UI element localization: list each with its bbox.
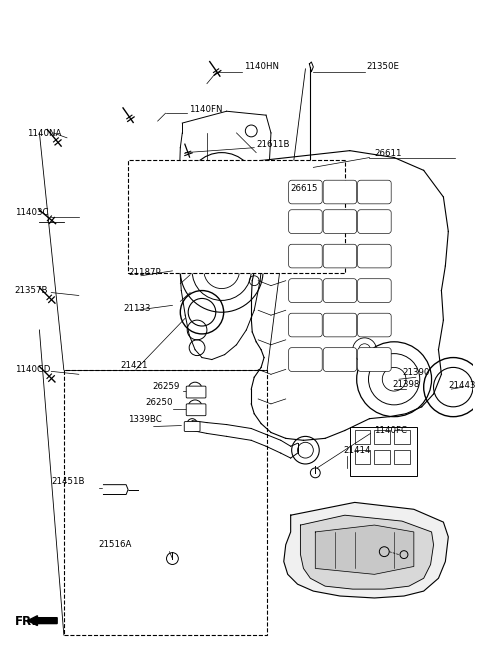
Text: 21187P: 21187P xyxy=(128,268,161,277)
FancyBboxPatch shape xyxy=(323,244,357,268)
Text: 21350E: 21350E xyxy=(367,62,399,72)
Polygon shape xyxy=(284,502,448,598)
Text: 11403C: 11403C xyxy=(15,208,48,217)
Text: 21512: 21512 xyxy=(350,550,377,559)
Text: 26611: 26611 xyxy=(374,149,402,158)
Text: 21510: 21510 xyxy=(340,533,367,541)
Text: 1140HN: 1140HN xyxy=(244,62,279,72)
Text: 26250: 26250 xyxy=(146,398,173,407)
Text: 21133: 21133 xyxy=(123,304,151,313)
Text: 21414: 21414 xyxy=(343,445,371,455)
Text: 26615: 26615 xyxy=(291,184,318,193)
FancyBboxPatch shape xyxy=(186,386,206,398)
Text: FR.: FR. xyxy=(15,615,37,628)
Bar xyxy=(355,450,371,464)
Text: 1140FC: 1140FC xyxy=(374,426,408,435)
FancyBboxPatch shape xyxy=(288,210,322,234)
FancyBboxPatch shape xyxy=(358,244,391,268)
FancyBboxPatch shape xyxy=(288,279,322,302)
FancyBboxPatch shape xyxy=(288,180,322,204)
Bar xyxy=(374,430,390,444)
Text: 1339BC: 1339BC xyxy=(128,415,162,424)
Bar xyxy=(355,430,371,444)
Polygon shape xyxy=(315,525,414,575)
FancyBboxPatch shape xyxy=(323,279,357,302)
Text: 21443: 21443 xyxy=(448,380,476,390)
Text: 21516A: 21516A xyxy=(98,541,132,549)
FancyBboxPatch shape xyxy=(323,348,357,371)
Text: 21611B: 21611B xyxy=(256,140,290,149)
Bar xyxy=(350,426,417,476)
FancyBboxPatch shape xyxy=(323,313,357,337)
FancyBboxPatch shape xyxy=(323,210,357,234)
Polygon shape xyxy=(300,515,433,589)
FancyBboxPatch shape xyxy=(184,422,200,432)
FancyBboxPatch shape xyxy=(358,279,391,302)
FancyBboxPatch shape xyxy=(288,313,322,337)
Text: 21357B: 21357B xyxy=(15,286,48,295)
Bar xyxy=(64,370,267,635)
FancyBboxPatch shape xyxy=(323,180,357,204)
FancyBboxPatch shape xyxy=(358,180,391,204)
Text: 21421: 21421 xyxy=(120,361,148,370)
FancyBboxPatch shape xyxy=(358,313,391,337)
Text: 1140NA: 1140NA xyxy=(26,129,61,138)
Text: 1140FN: 1140FN xyxy=(189,105,223,113)
Bar xyxy=(394,450,410,464)
Text: 21390: 21390 xyxy=(402,368,430,377)
Bar xyxy=(374,450,390,464)
FancyArrow shape xyxy=(27,616,57,626)
Bar xyxy=(394,430,410,444)
Text: 21513A: 21513A xyxy=(350,537,383,546)
FancyBboxPatch shape xyxy=(358,348,391,371)
Text: 1140GD: 1140GD xyxy=(15,365,50,374)
Text: 26259: 26259 xyxy=(153,382,180,390)
FancyBboxPatch shape xyxy=(288,244,322,268)
FancyBboxPatch shape xyxy=(358,210,391,234)
FancyBboxPatch shape xyxy=(186,404,206,416)
Bar xyxy=(128,160,345,273)
FancyBboxPatch shape xyxy=(288,348,322,371)
Text: 21398: 21398 xyxy=(392,380,420,388)
Text: 21451B: 21451B xyxy=(51,477,85,486)
Polygon shape xyxy=(104,485,128,495)
